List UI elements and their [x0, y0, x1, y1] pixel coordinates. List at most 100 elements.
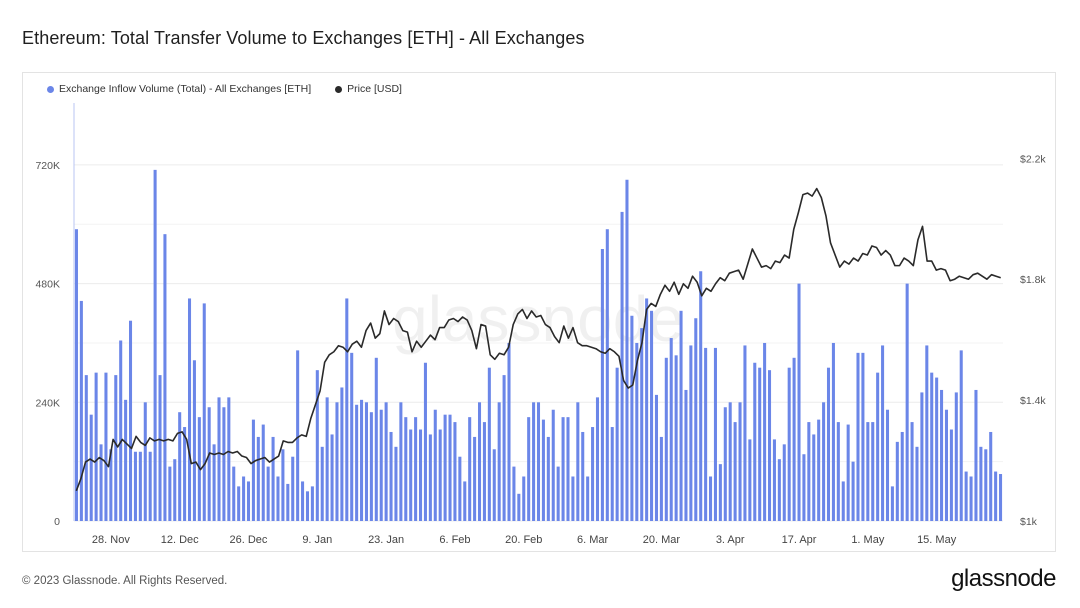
- inflow-bar[interactable]: [949, 429, 953, 521]
- inflow-bar[interactable]: [640, 328, 644, 521]
- inflow-bar[interactable]: [738, 402, 742, 521]
- inflow-bar[interactable]: [532, 402, 536, 521]
- inflow-bar[interactable]: [242, 476, 246, 521]
- inflow-bar[interactable]: [325, 397, 329, 521]
- inflow-bar[interactable]: [428, 434, 432, 521]
- inflow-bar[interactable]: [448, 414, 452, 521]
- inflow-bar[interactable]: [659, 436, 663, 521]
- inflow-bar[interactable]: [964, 471, 968, 521]
- inflow-bar[interactable]: [212, 444, 216, 521]
- inflow-bar[interactable]: [133, 451, 137, 521]
- inflow-bar[interactable]: [881, 345, 885, 521]
- inflow-bar[interactable]: [148, 451, 152, 521]
- inflow-bar[interactable]: [360, 399, 364, 521]
- inflow-bar[interactable]: [959, 350, 963, 521]
- inflow-bar[interactable]: [286, 483, 290, 521]
- inflow-bar[interactable]: [246, 481, 251, 521]
- inflow-bar[interactable]: [419, 429, 423, 521]
- inflow-bar[interactable]: [271, 436, 275, 521]
- inflow-bar[interactable]: [276, 476, 280, 521]
- inflow-bar[interactable]: [281, 449, 285, 521]
- inflow-bar[interactable]: [576, 402, 580, 521]
- inflow-bar[interactable]: [571, 476, 575, 521]
- inflow-bar[interactable]: [389, 431, 393, 521]
- inflow-bar[interactable]: [581, 431, 585, 521]
- inflow-bar[interactable]: [856, 352, 860, 521]
- inflow-bar[interactable]: [925, 345, 929, 521]
- inflow-bar[interactable]: [822, 402, 826, 521]
- inflow-bar[interactable]: [866, 422, 870, 521]
- inflow-bar[interactable]: [723, 407, 727, 521]
- inflow-bar[interactable]: [227, 397, 231, 521]
- inflow-bar[interactable]: [841, 481, 845, 521]
- inflow-bar[interactable]: [178, 412, 182, 521]
- inflow-bar[interactable]: [119, 340, 123, 521]
- inflow-bar[interactable]: [104, 372, 108, 521]
- inflow-bar[interactable]: [541, 419, 545, 521]
- inflow-bar[interactable]: [654, 394, 658, 521]
- inflow-bar[interactable]: [871, 422, 875, 521]
- inflow-bar[interactable]: [256, 436, 260, 521]
- inflow-bar[interactable]: [600, 249, 604, 521]
- inflow-bar[interactable]: [930, 372, 934, 521]
- inflow-bar[interactable]: [876, 372, 880, 521]
- inflow-bar[interactable]: [935, 377, 939, 521]
- inflow-bar[interactable]: [704, 347, 708, 521]
- inflow-bar[interactable]: [797, 283, 801, 521]
- inflow-bar[interactable]: [605, 229, 609, 521]
- inflow-bar[interactable]: [207, 407, 211, 521]
- inflow-bar[interactable]: [374, 357, 378, 521]
- legend-item-price[interactable]: Price [USD]: [335, 83, 402, 95]
- inflow-bar[interactable]: [369, 412, 373, 521]
- inflow-bar[interactable]: [954, 392, 958, 521]
- inflow-bar[interactable]: [94, 372, 98, 521]
- inflow-bar[interactable]: [99, 444, 103, 521]
- inflow-bar[interactable]: [748, 439, 752, 521]
- inflow-bar[interactable]: [458, 456, 462, 521]
- inflow-bar[interactable]: [851, 461, 855, 521]
- inflow-bar[interactable]: [910, 422, 914, 521]
- inflow-bar[interactable]: [787, 367, 791, 521]
- inflow-bar[interactable]: [753, 362, 757, 521]
- inflow-bar[interactable]: [999, 474, 1003, 521]
- inflow-bar[interactable]: [718, 464, 722, 521]
- inflow-bar[interactable]: [674, 355, 678, 521]
- inflow-bar[interactable]: [129, 320, 133, 521]
- inflow-bar[interactable]: [384, 402, 388, 521]
- inflow-bar[interactable]: [527, 417, 531, 521]
- inflow-bar[interactable]: [920, 392, 924, 521]
- inflow-bar[interactable]: [84, 375, 88, 521]
- inflow-bar[interactable]: [699, 271, 703, 521]
- inflow-bar[interactable]: [192, 360, 196, 521]
- price-line[interactable]: [75, 187, 1001, 492]
- inflow-bar[interactable]: [512, 466, 516, 521]
- inflow-bar[interactable]: [546, 436, 550, 521]
- inflow-bar[interactable]: [187, 298, 192, 521]
- inflow-bar[interactable]: [394, 446, 398, 521]
- inflow-bar[interactable]: [994, 471, 998, 521]
- inflow-bar[interactable]: [301, 481, 305, 521]
- inflow-bar[interactable]: [473, 436, 477, 521]
- inflow-bar[interactable]: [453, 422, 457, 521]
- inflow-bar[interactable]: [74, 229, 78, 521]
- inflow-bar[interactable]: [355, 404, 359, 521]
- inflow-bar[interactable]: [163, 234, 167, 521]
- inflow-bar[interactable]: [433, 409, 437, 521]
- inflow-bar[interactable]: [222, 407, 226, 521]
- inflow-bar[interactable]: [266, 466, 270, 521]
- inflow-bar[interactable]: [79, 300, 83, 521]
- inflow-bar[interactable]: [684, 389, 688, 521]
- inflow-bar[interactable]: [969, 476, 973, 521]
- inflow-bar[interactable]: [664, 357, 668, 521]
- inflow-bar[interactable]: [733, 422, 737, 521]
- inflow-bar[interactable]: [345, 298, 349, 521]
- inflow-bar[interactable]: [173, 459, 177, 521]
- inflow-bar[interactable]: [669, 338, 673, 521]
- inflow-bar[interactable]: [409, 429, 413, 521]
- inflow-bar[interactable]: [517, 493, 521, 521]
- inflow-bar[interactable]: [807, 422, 811, 521]
- inflow-bar[interactable]: [989, 431, 993, 521]
- inflow-bar[interactable]: [836, 422, 840, 521]
- inflow-bar[interactable]: [974, 389, 978, 521]
- inflow-bar[interactable]: [630, 315, 634, 521]
